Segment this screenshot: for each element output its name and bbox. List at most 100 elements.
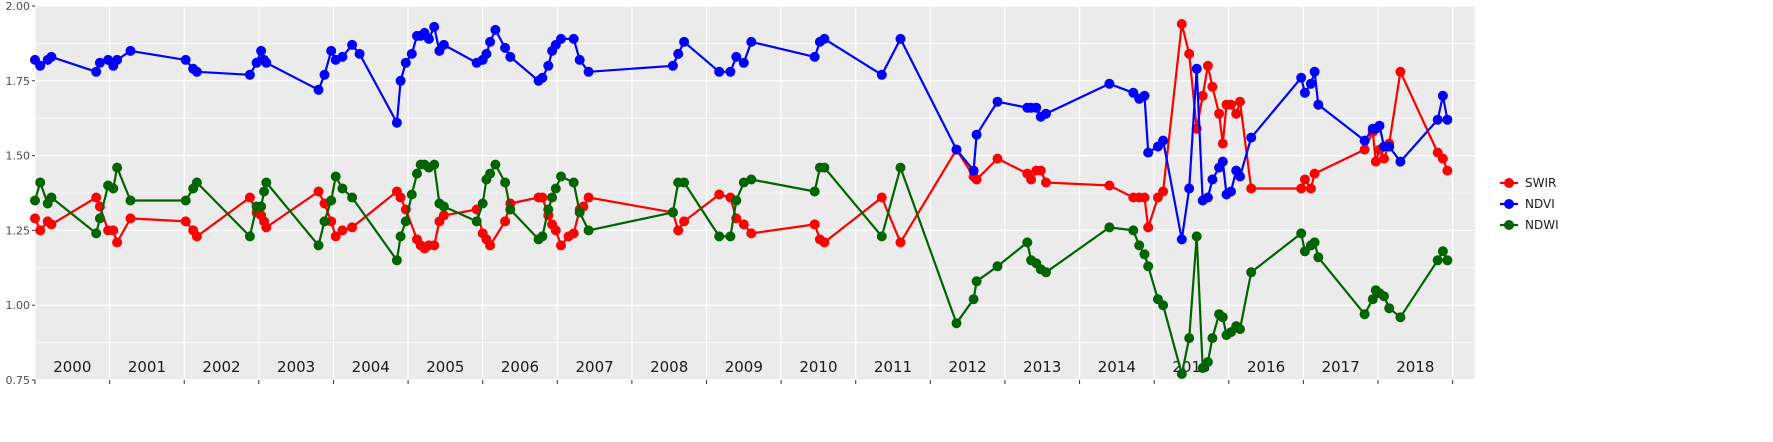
data-point-swir <box>112 237 123 248</box>
data-point-ndwi <box>679 177 690 188</box>
data-point-swir <box>1207 81 1218 92</box>
year-label: 2013 <box>1023 358 1061 376</box>
data-point-ndwi <box>347 192 358 203</box>
data-point-swir <box>1442 165 1453 176</box>
data-point-ndwi <box>1041 267 1051 278</box>
legend-label-ndvi: NDVI <box>1525 197 1555 211</box>
data-point-ndvi <box>951 144 962 155</box>
year-label: 2001 <box>128 358 166 376</box>
data-point-swir <box>395 192 406 203</box>
data-point-ndvi <box>91 66 102 77</box>
data-point-ndwi <box>547 192 558 203</box>
data-point-swir <box>429 240 440 251</box>
data-point-ndwi <box>438 201 449 212</box>
data-point-swir <box>679 216 690 227</box>
year-label: 2008 <box>650 358 688 376</box>
data-point-ndvi <box>1104 78 1115 89</box>
data-point-ndvi <box>1226 186 1236 197</box>
data-point-swir <box>1437 153 1448 164</box>
data-point-ndvi <box>505 51 516 62</box>
data-point-ndvi <box>543 60 554 71</box>
data-point-swir <box>1104 180 1115 191</box>
data-point-ndwi <box>94 213 105 224</box>
data-point-swir <box>1041 177 1051 188</box>
data-point-ndwi <box>46 192 57 203</box>
data-point-ndwi <box>1128 225 1139 236</box>
data-point-swir <box>1158 186 1169 197</box>
data-point-swir <box>895 237 906 248</box>
data-point-ndwi <box>1432 255 1443 266</box>
data-point-ndvi <box>1359 135 1370 146</box>
data-point-ndwi <box>574 207 585 218</box>
data-point-ndvi <box>1246 132 1257 143</box>
data-point-ndvi <box>438 39 449 50</box>
year-label: 2012 <box>949 358 987 376</box>
data-point-ndvi <box>423 33 434 44</box>
data-point-swir <box>1370 156 1381 167</box>
data-point-ndvi <box>809 51 820 62</box>
data-point-ndwi <box>537 231 548 242</box>
year-label: 2018 <box>1396 358 1434 376</box>
data-point-ndwi <box>30 195 40 206</box>
data-point-swir <box>1139 192 1150 203</box>
data-point-swir <box>30 213 40 224</box>
legend-key-dot <box>1504 199 1514 209</box>
data-point-swir <box>1226 99 1236 110</box>
data-point-swir <box>1235 96 1245 107</box>
data-point-ndvi <box>679 36 690 47</box>
data-point-ndvi <box>1139 90 1150 101</box>
x-axis <box>34 380 1454 384</box>
data-point-ndvi <box>1313 99 1324 110</box>
legend: SWIR NDVI NDWI <box>1500 176 1559 232</box>
y-tick-label: 2.00 <box>6 0 31 13</box>
data-point-ndvi <box>568 33 579 44</box>
data-point-ndvi <box>725 66 736 77</box>
data-point-ndvi <box>1235 171 1245 182</box>
data-point-ndwi <box>1158 300 1169 311</box>
data-point-ndvi <box>191 66 202 77</box>
data-point-ndwi <box>1359 309 1370 320</box>
data-point-ndwi <box>108 183 119 194</box>
data-point-ndwi <box>261 177 272 188</box>
data-point-ndvi <box>244 69 255 80</box>
data-point-swir <box>244 192 255 203</box>
data-point-ndvi <box>876 69 887 80</box>
data-point-ndwi <box>1367 294 1378 305</box>
data-point-ndvi <box>46 51 57 62</box>
data-point-swir <box>1299 174 1310 185</box>
data-point-swir <box>556 240 566 251</box>
data-point-ndwi <box>1395 312 1406 323</box>
data-point-swir <box>1214 108 1225 119</box>
data-point-ndvi <box>337 51 348 62</box>
year-label: 2009 <box>725 358 763 376</box>
data-point-ndwi <box>429 159 440 170</box>
data-point-ndwi <box>1384 303 1395 314</box>
series-ndwi <box>30 159 1453 379</box>
data-point-ndwi <box>406 189 417 200</box>
data-point-swir <box>876 192 887 203</box>
data-point-ndwi <box>1296 228 1307 239</box>
data-point-ndwi <box>337 183 348 194</box>
data-point-ndwi <box>725 231 736 242</box>
data-point-swir <box>261 222 272 233</box>
data-point-swir <box>1026 174 1037 185</box>
series-ndvi <box>30 21 1453 245</box>
data-point-ndwi <box>738 177 749 188</box>
data-point-swir <box>1246 183 1257 194</box>
data-point-ndvi <box>731 51 742 62</box>
data-point-ndwi <box>400 216 411 227</box>
y-axis: 0.75 1.00 1.25 1.50 1.75 2.00 <box>6 0 35 387</box>
data-point-swir <box>485 240 496 251</box>
year-label: 2000 <box>53 358 91 376</box>
data-point-ndwi <box>746 174 757 185</box>
data-point-swir <box>500 216 511 227</box>
data-point-swir <box>992 153 1003 164</box>
data-point-ndwi <box>391 255 402 266</box>
data-point-ndvi <box>673 48 684 59</box>
data-point-ndwi <box>256 201 267 212</box>
data-point-swir <box>809 219 820 230</box>
data-point-ndwi <box>244 231 255 242</box>
data-point-ndvi <box>94 57 105 68</box>
year-label: 2014 <box>1098 358 1136 376</box>
